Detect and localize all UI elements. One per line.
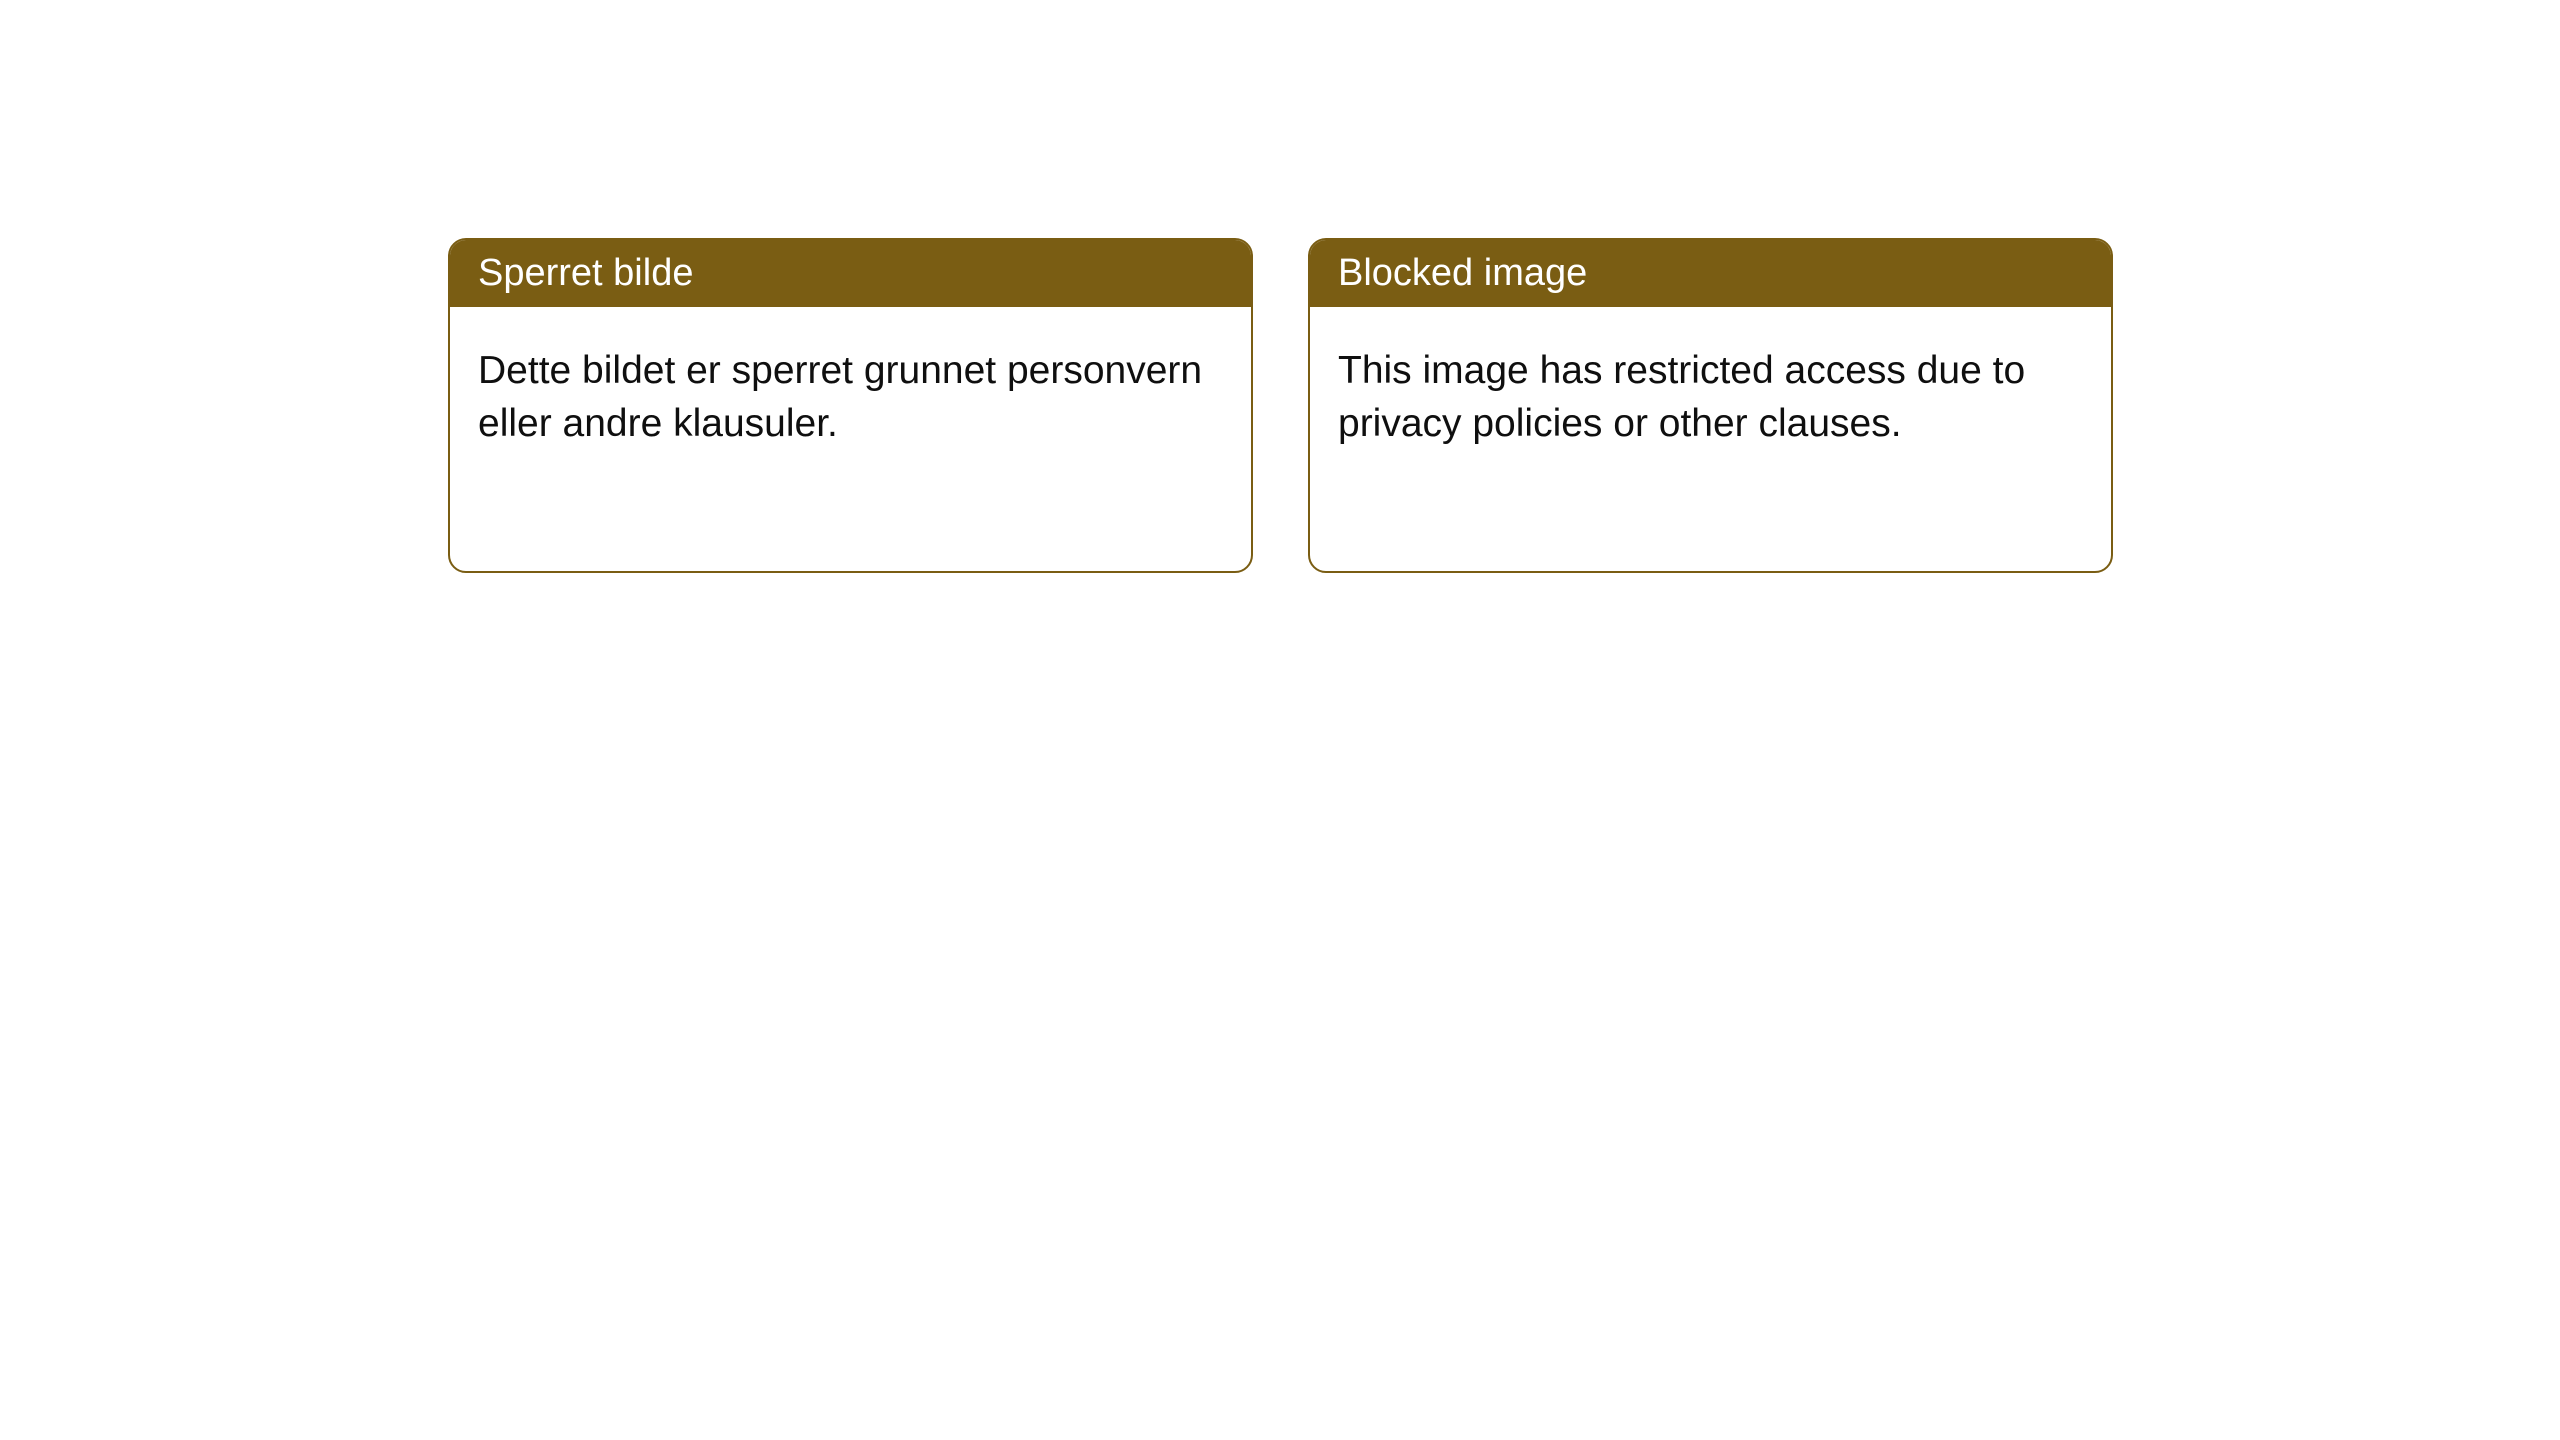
card-body: Dette bildet er sperret grunnet personve… <box>450 307 1251 478</box>
card-header: Sperret bilde <box>450 240 1251 307</box>
notice-card-english: Blocked image This image has restricted … <box>1308 238 2113 573</box>
card-body: This image has restricted access due to … <box>1310 307 2111 478</box>
notice-container: Sperret bilde Dette bildet er sperret gr… <box>0 0 2560 573</box>
card-header: Blocked image <box>1310 240 2111 307</box>
card-title: Blocked image <box>1338 252 1587 294</box>
notice-card-norwegian: Sperret bilde Dette bildet er sperret gr… <box>448 238 1253 573</box>
card-message: Dette bildet er sperret grunnet personve… <box>478 349 1202 445</box>
card-message: This image has restricted access due to … <box>1338 349 2025 445</box>
card-title: Sperret bilde <box>478 252 693 294</box>
